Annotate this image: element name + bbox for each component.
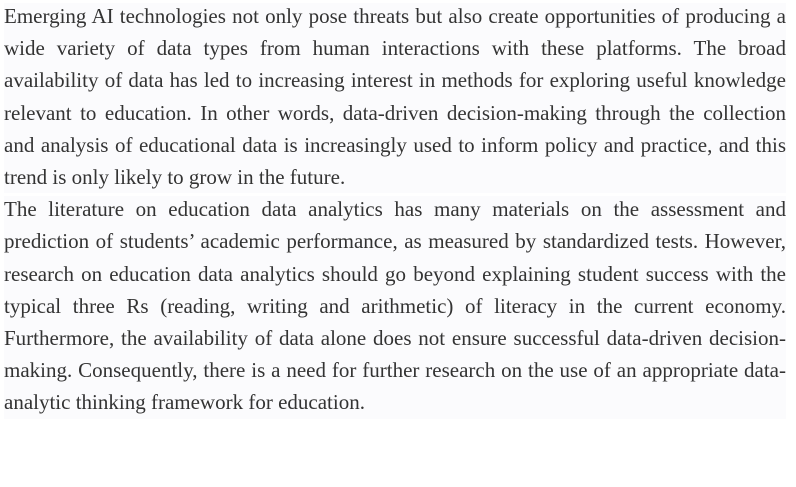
paragraph-literature-analytics: The literature on education data analyti… bbox=[4, 193, 786, 419]
paragraph-emerging-ai: Emerging AI technologies not only pose t… bbox=[4, 0, 786, 194]
document-body: Emerging AI technologies not only pose t… bbox=[4, 0, 786, 419]
